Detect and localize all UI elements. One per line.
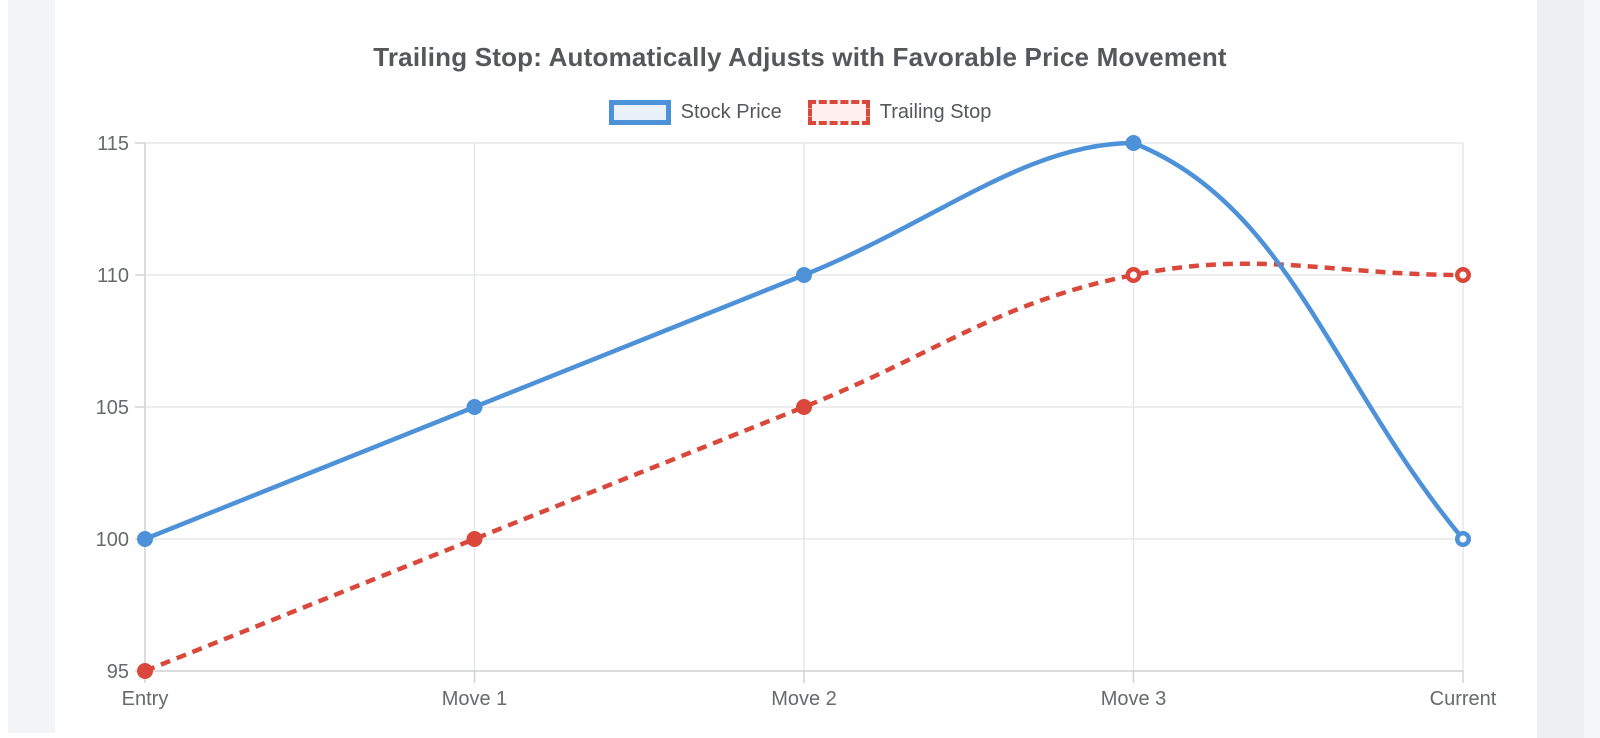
stock-price-legend-swatch	[608, 100, 671, 125]
trailing-stop-legend-label: Trailing Stop	[879, 101, 992, 123]
trailing-stop-line	[144, 261, 1464, 674]
point-hollow-center	[1459, 535, 1467, 543]
stock-price-line	[142, 140, 1466, 542]
legend-item-trailing-stop[interactable]: Trailing Stop	[807, 100, 992, 125]
trailing-stop-legend-swatch	[807, 100, 870, 125]
x-tick-label: Move 2	[771, 688, 837, 710]
trailing-stop-point[interactable]	[796, 399, 812, 415]
chart-title: Trailing Stop: Automatically Adjusts wit…	[373, 42, 1227, 72]
stock-price-point[interactable]	[1125, 135, 1142, 151]
stock-price-point[interactable]	[137, 531, 153, 547]
trailing-stop-point[interactable]	[137, 663, 153, 679]
y-tick-label: 110	[97, 265, 129, 287]
x-tick-label: Move 1	[442, 688, 508, 710]
y-tick-label: 115	[97, 133, 129, 155]
chart-legend: Stock Price Trailing Stop	[0, 100, 1600, 125]
left-margin-strip	[8, 0, 55, 733]
x-tick-label: Current	[1430, 688, 1497, 710]
stock-price-point[interactable]	[796, 267, 812, 283]
y-tick-label: 100	[96, 529, 129, 551]
right-margin-strip	[1537, 0, 1584, 738]
legend-item-stock-price[interactable]: Stock Price	[608, 100, 782, 125]
right-edge-strip	[1584, 0, 1600, 738]
stock-price-legend-label: Stock Price	[680, 101, 782, 123]
x-tick-label: Entry	[122, 688, 169, 710]
y-tick-label: 95	[107, 661, 129, 683]
point-hollow-center	[1130, 271, 1137, 279]
stock-price-point[interactable]	[466, 399, 483, 415]
y-tick-label: 105	[96, 397, 129, 419]
trailing-stop-point[interactable]	[466, 531, 483, 547]
point-hollow-center	[1459, 271, 1467, 279]
x-tick-label: Move 3	[1101, 688, 1167, 710]
